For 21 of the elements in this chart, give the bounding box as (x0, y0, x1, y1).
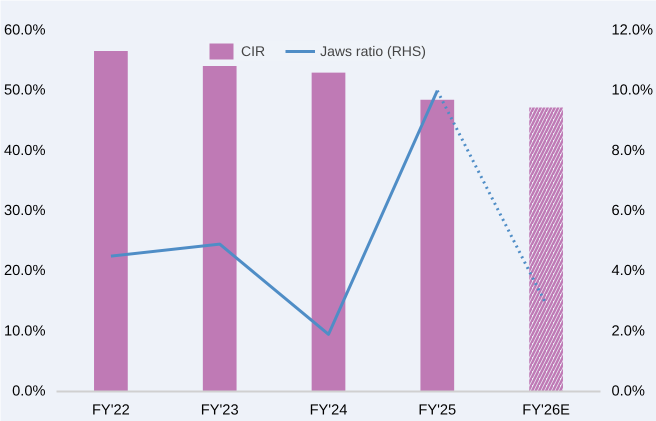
y-tick-label: 60.0% (4, 22, 46, 38)
y2-tick-label: 10.0% (612, 82, 654, 99)
legend-label: Jaws ratio (RHS) (320, 43, 426, 59)
y-tick-label: 20.0% (4, 263, 46, 280)
y2-tick-label: 12.0% (612, 22, 654, 38)
y2-tick-label: 2.0% (612, 323, 645, 340)
y2-tick-label: 6.0% (612, 203, 645, 219)
x-tick-label: FY'22 (92, 402, 130, 418)
x-tick-label: FY'24 (310, 402, 348, 418)
y-tick-label: 0.0% (12, 384, 46, 400)
x-tick-label: FY'23 (200, 402, 239, 418)
y-tick-label: 30.0% (4, 203, 46, 219)
y2-tick-label: 0.0% (612, 384, 645, 400)
y2-tick-label: 4.0% (612, 263, 645, 280)
y-tick-label: 50.0% (4, 82, 46, 99)
x-tick-label: FY'26E (522, 402, 570, 418)
legend-label: CIR (241, 43, 266, 59)
y2-tick-label: 8.0% (612, 142, 645, 159)
y-tick-label: 40.0% (4, 142, 46, 159)
y-tick-label: 10.0% (4, 323, 46, 340)
x-tick-label: FY'25 (418, 402, 456, 418)
